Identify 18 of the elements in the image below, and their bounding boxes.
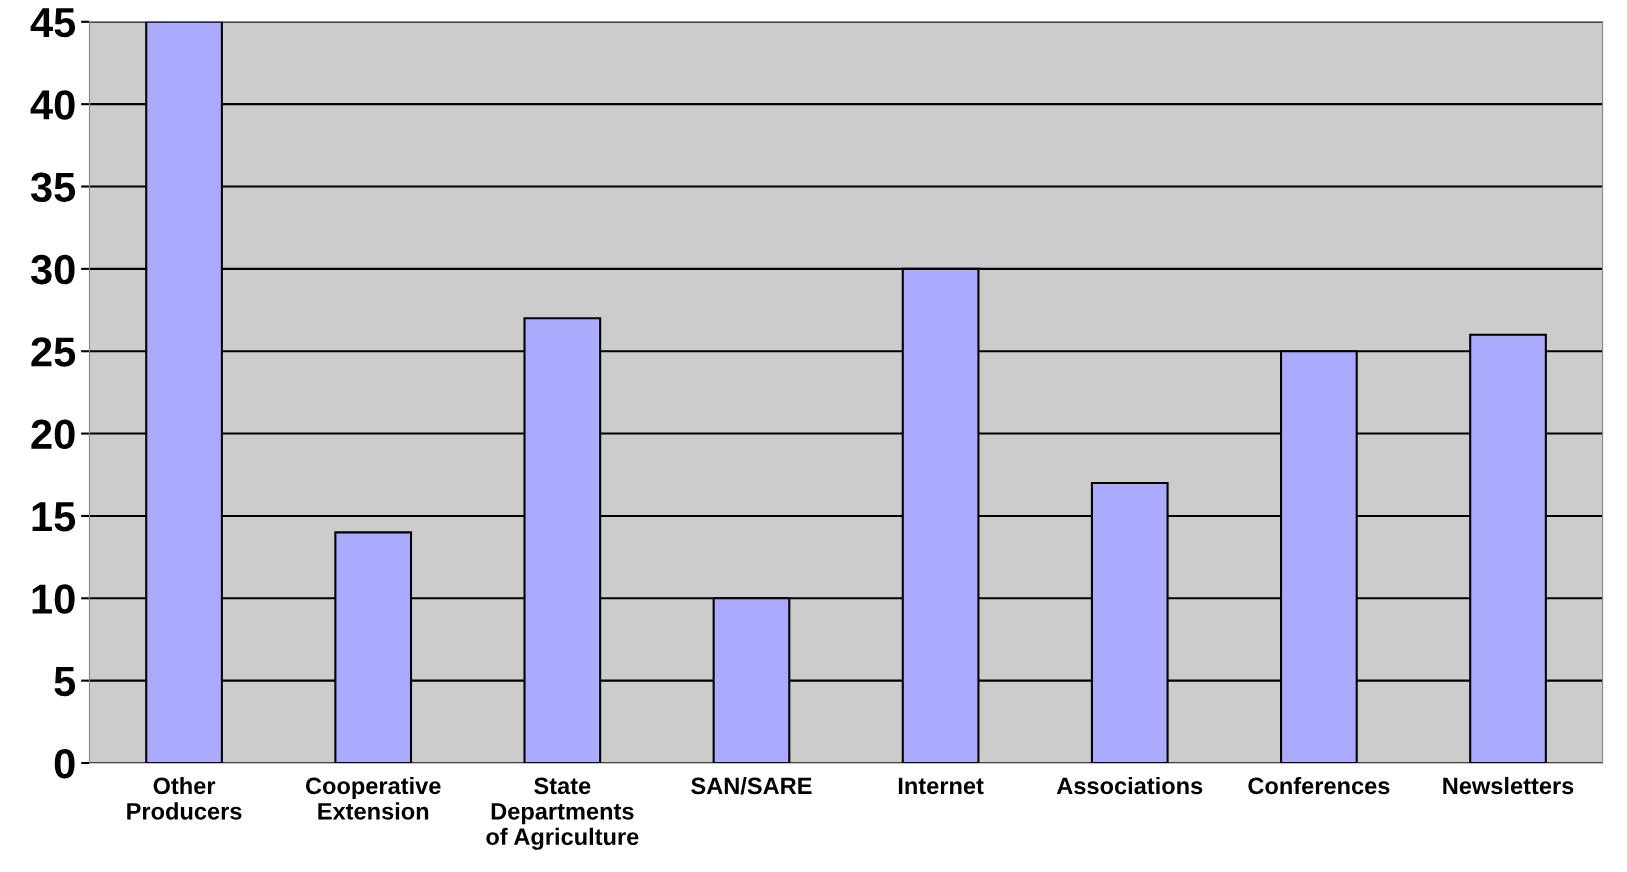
y-tick-label: 10: [32, 584, 75, 614]
x-tick-label: Conferences: [1248, 776, 1390, 795]
y-tick-label: 40: [30, 90, 75, 120]
x-tick-label: SAN/SARE: [691, 776, 812, 795]
x-tick-label: Other Producers: [127, 776, 242, 820]
y-tick-label: 15: [32, 502, 76, 532]
x-tick-label: State Departments of Agriculture: [486, 777, 639, 850]
y-tick-label: 45: [30, 8, 76, 38]
y-tick-label: 0: [54, 749, 75, 779]
x-tick-label: Associations: [1056, 776, 1203, 795]
y-tick-label: 35: [30, 172, 76, 203]
x-tick-label: Internet: [898, 777, 984, 795]
y-tick-label: 30: [30, 254, 75, 285]
y-tick-label: 5: [54, 667, 76, 697]
y-tick-label: 20: [31, 419, 75, 450]
x-tick-label: Cooperative Extension: [305, 776, 441, 820]
y-tick-label: 25: [31, 337, 76, 367]
x-tick-label: Newsletters: [1443, 776, 1574, 795]
